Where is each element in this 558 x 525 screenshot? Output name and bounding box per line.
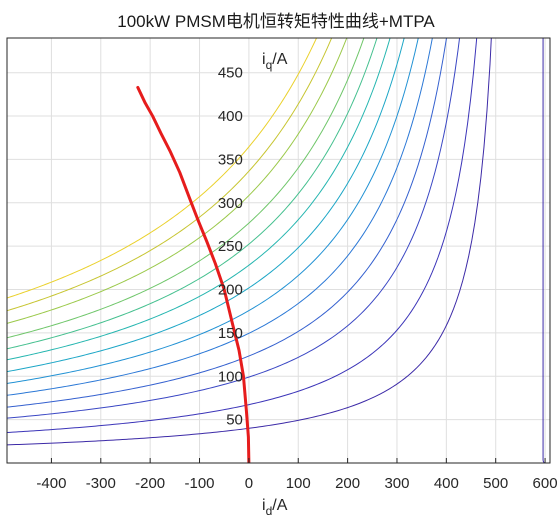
grid: [7, 38, 550, 463]
y-axis-label-sub: q: [266, 58, 273, 72]
x-tick-label: 200: [335, 475, 360, 492]
plot-background: [7, 38, 550, 463]
plot-area: -400 -300 -200 -100 0 100 200 300 400 500 600 50 10…: [6, 37, 558, 492]
torque-contour-line: [7, 38, 461, 419]
x-tick-label: 100: [286, 475, 311, 492]
y-axis-label-main: i: [262, 51, 266, 68]
y-tick-label: 50: [226, 412, 243, 429]
mtpa-curve: [136, 85, 251, 463]
y-tick-label: 150: [218, 325, 243, 342]
x-tick-label: -400: [36, 475, 66, 492]
x-tick-label: -100: [185, 475, 215, 492]
x-axis-label-sub: d: [266, 504, 273, 518]
y-tick-label: 350: [218, 151, 243, 168]
torque-contour-line: [7, 38, 348, 324]
torque-contours: [7, 38, 546, 463]
x-tick-label: -200: [135, 475, 165, 492]
x-axis-label-main: i: [262, 497, 266, 514]
torque-contour-line: [7, 38, 478, 434]
x-axis-ticks: -400 -300 -200 -100 0 100 200 300 400 500 600: [36, 458, 558, 492]
y-tick-label: 400: [218, 108, 243, 125]
chart-title: 100kW PMSM电机恒转矩特性曲线+MTPA: [117, 12, 435, 31]
torque-contour-line: [7, 38, 318, 299]
x-tick-label: 0: [245, 475, 253, 492]
y-tick-label: 200: [218, 282, 243, 299]
torque-contour-line: [7, 38, 492, 446]
y-axis-label-unit: /A: [272, 51, 287, 68]
torque-contour-line: [7, 38, 447, 408]
x-tick-label: 500: [483, 475, 508, 492]
plot-frame: [6, 37, 551, 464]
x-tick-label: 400: [434, 475, 459, 492]
torque-contour-line: [7, 38, 405, 373]
y-axis-ticks: 50 100 150 200 250 300 350 400 450: [218, 65, 243, 429]
torque-contour-line: [7, 38, 378, 350]
x-tick-label: 600: [533, 475, 558, 492]
y-tick-label: 300: [218, 195, 243, 212]
x-tick-label: -300: [86, 475, 116, 492]
torque-contour-line: [7, 38, 333, 312]
x-tick-label: 300: [384, 475, 409, 492]
torque-contour-line: [7, 38, 391, 361]
y-tick-label: 100: [218, 368, 243, 385]
x-axis-label: id/A: [262, 497, 288, 518]
x-axis-label-unit: /A: [272, 497, 287, 514]
mtpa-series: [136, 85, 251, 463]
y-tick-label: 250: [218, 238, 243, 255]
y-tick-label: 450: [218, 65, 243, 82]
y-axis-label: iq/A: [262, 51, 288, 72]
torque-contour-line: [7, 38, 419, 384]
torque-contour-line: [7, 38, 365, 339]
torque-contour-line: [7, 38, 433, 396]
